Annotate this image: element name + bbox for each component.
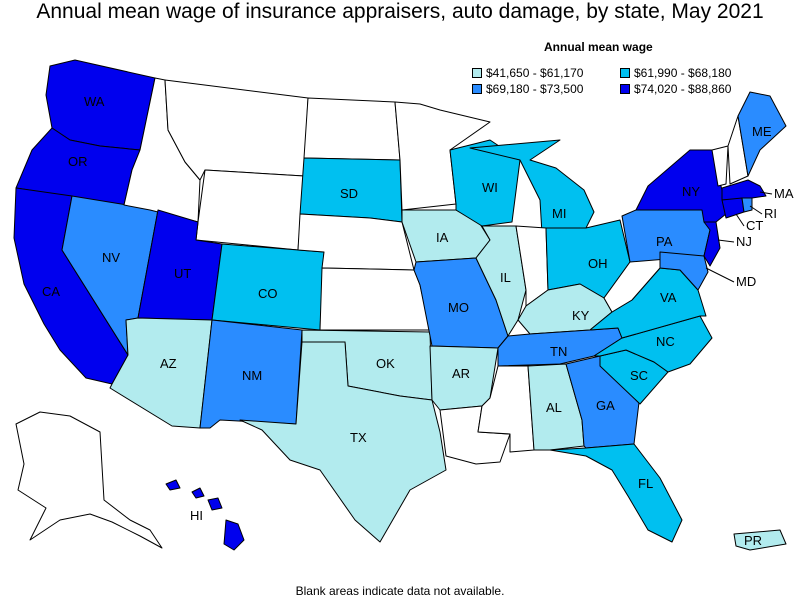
label-NV: NV xyxy=(102,250,120,265)
label-IA: IA xyxy=(436,230,449,245)
label-KY: KY xyxy=(572,308,590,323)
label-TX: TX xyxy=(350,430,367,445)
state-AZ[interactable] xyxy=(109,317,213,429)
label-MI: MI xyxy=(552,206,566,221)
label-UT: UT xyxy=(174,266,191,281)
legend-swatch-1 xyxy=(472,68,482,78)
state-AK[interactable] xyxy=(15,411,163,549)
label-ME: ME xyxy=(752,124,772,139)
state-WI[interactable] xyxy=(449,139,521,227)
label-AL: AL xyxy=(546,400,562,415)
label-NM: NM xyxy=(242,368,262,383)
legend-label-2: $61,990 - $68,180 xyxy=(634,66,732,80)
state-RI[interactable] xyxy=(741,197,753,213)
state-WY[interactable] xyxy=(195,169,305,251)
state-FL[interactable] xyxy=(549,443,683,543)
legend-label-1: $41,650 - $61,170 xyxy=(486,66,584,80)
label-NJ: NJ xyxy=(736,234,752,249)
legend-swatch-2 xyxy=(620,68,630,78)
legend-swatch-3 xyxy=(472,84,482,94)
state-CT[interactable] xyxy=(721,197,745,219)
legend-label-3: $69,180 - $73,500 xyxy=(486,82,584,96)
label-WA: WA xyxy=(84,94,105,109)
leader-lines xyxy=(705,191,773,283)
legend-title: Annual mean wage xyxy=(544,40,653,54)
label-OK: OK xyxy=(376,356,395,371)
label-AZ: AZ xyxy=(160,356,177,371)
state-ND[interactable] xyxy=(303,97,401,161)
label-RI: RI xyxy=(764,206,777,221)
state-labels: WA OR CA NV UT AZ CO NM TX OK SD IA MO A… xyxy=(42,94,794,548)
state-TX[interactable] xyxy=(239,341,447,543)
label-GA: GA xyxy=(596,398,615,413)
label-NC: NC xyxy=(656,334,675,349)
label-SC: SC xyxy=(630,368,648,383)
label-MD: MD xyxy=(736,274,756,289)
label-WI: WI xyxy=(482,180,498,195)
territory-PR[interactable] xyxy=(733,529,787,551)
label-HI: HI xyxy=(190,508,203,523)
label-CO: CO xyxy=(258,286,278,301)
legend-item-1: $41,650 - $61,170 xyxy=(472,66,583,80)
legend-swatch-4 xyxy=(620,84,630,94)
label-TN: TN xyxy=(550,344,567,359)
label-PR: PR xyxy=(744,533,762,548)
label-MO: MO xyxy=(448,300,469,315)
footnote: Blank areas indicate data not available. xyxy=(295,584,505,598)
legend-item-2: $61,990 - $68,180 xyxy=(620,66,731,80)
state-HI[interactable] xyxy=(165,479,245,551)
label-OH: OH xyxy=(588,256,608,271)
label-VA: VA xyxy=(660,290,677,305)
state-MA[interactable] xyxy=(721,179,767,201)
legend-item-3: $69,180 - $73,500 xyxy=(472,82,583,96)
state-MI[interactable] xyxy=(469,139,595,235)
label-SD: SD xyxy=(340,186,358,201)
state-KS[interactable] xyxy=(319,267,431,331)
label-IL: IL xyxy=(500,270,511,285)
state-ME[interactable] xyxy=(737,91,787,177)
legend-item-4: $74,020 - $88,860 xyxy=(620,82,731,96)
label-MA: MA xyxy=(774,186,794,201)
label-OR: OR xyxy=(68,154,88,169)
label-CT: CT xyxy=(746,218,763,233)
label-AR: AR xyxy=(452,366,470,381)
label-NY: NY xyxy=(682,184,700,199)
label-PA: PA xyxy=(656,234,673,249)
label-FL: FL xyxy=(638,476,653,491)
legend-label-4: $74,020 - $88,860 xyxy=(634,82,732,96)
label-CA: CA xyxy=(42,284,60,299)
map-title: Annual mean wage of insurance appraisers… xyxy=(36,0,764,23)
state-VT[interactable] xyxy=(711,145,729,187)
